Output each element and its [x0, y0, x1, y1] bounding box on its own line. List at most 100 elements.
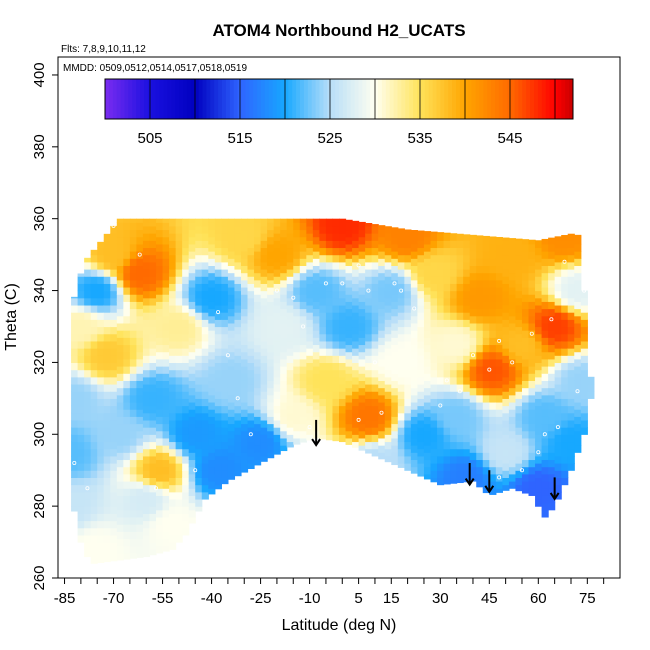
heatmap-cell — [495, 394, 503, 403]
heatmap-cell — [567, 369, 575, 378]
heatmap-cell — [384, 304, 392, 313]
heatmap-cell — [123, 459, 131, 468]
heatmap-cell — [142, 549, 151, 558]
heatmap-cell — [502, 340, 510, 349]
heatmap-cell — [358, 416, 366, 425]
heatmap-cell — [391, 445, 399, 453]
colorbar-swatch — [530, 79, 535, 119]
heatmap-cell — [397, 412, 405, 421]
heatmap-cell — [97, 340, 105, 349]
heatmap-cell — [397, 448, 405, 457]
heatmap-cell — [175, 398, 183, 407]
heatmap-cell — [456, 326, 464, 335]
heatmap-cell — [567, 297, 575, 306]
heatmap-cell — [142, 254, 151, 263]
heatmap-cell — [443, 290, 451, 299]
heatmap-cell — [371, 383, 379, 392]
heatmap-cell — [476, 437, 484, 446]
heatmap-cell — [574, 236, 582, 245]
heatmap-cell — [260, 441, 268, 450]
heatmap-cell — [332, 254, 340, 263]
heatmap-cell — [535, 240, 543, 249]
heatmap-cell — [227, 416, 236, 425]
heatmap-cell — [240, 409, 249, 417]
heatmap-cell — [476, 243, 484, 252]
heatmap-cell — [580, 326, 588, 335]
heatmap-cell — [384, 276, 392, 284]
heatmap-cell — [332, 405, 340, 414]
heatmap-cell — [528, 409, 536, 417]
heatmap-cell — [574, 258, 582, 266]
heatmap-cell — [410, 330, 419, 338]
heatmap-cell — [352, 304, 360, 313]
heatmap-cell — [273, 290, 281, 299]
heatmap-cell — [97, 241, 105, 249]
heatmap-cell — [195, 304, 203, 313]
heatmap-cell — [71, 405, 79, 414]
heatmap-cell — [123, 423, 131, 432]
heatmap-cell — [175, 448, 183, 457]
heatmap-cell — [149, 549, 157, 556]
heatmap-cell — [515, 484, 523, 492]
heatmap-cell — [495, 416, 503, 425]
heatmap-cell — [339, 247, 347, 256]
heatmap-cell — [476, 459, 484, 468]
heatmap-cell — [208, 251, 216, 259]
heatmap-cell — [142, 391, 151, 399]
heatmap-cell — [463, 261, 471, 270]
heatmap-cell — [410, 459, 419, 468]
heatmap-cell — [476, 394, 484, 403]
heatmap-cell — [319, 333, 327, 342]
heatmap-cell — [129, 258, 138, 266]
heatmap-cell — [156, 322, 164, 331]
colorbar-swatch — [124, 79, 129, 119]
heatmap-cell — [384, 268, 392, 277]
heatmap-cell — [535, 498, 543, 507]
heatmap-cell — [273, 419, 281, 428]
heatmap-cell — [149, 527, 157, 536]
heatmap-cell — [567, 254, 575, 263]
heatmap-cell — [561, 434, 569, 443]
heatmap-cell — [352, 233, 360, 241]
heatmap-cell — [188, 286, 196, 295]
heatmap-cell — [71, 376, 79, 385]
heatmap-cell — [214, 319, 222, 328]
heatmap-cell — [567, 290, 575, 299]
heatmap-cell — [136, 358, 144, 367]
heatmap-cell — [142, 470, 151, 478]
heatmap-cell — [521, 337, 530, 346]
heatmap-cell — [456, 340, 464, 349]
heatmap-cell — [149, 477, 157, 486]
heatmap-cell — [260, 218, 268, 227]
heatmap-cell — [234, 470, 242, 477]
colorbar-swatch — [140, 79, 145, 119]
heatmap-cell — [397, 463, 405, 468]
heatmap-cell — [162, 437, 170, 446]
heatmap-cell — [299, 322, 307, 331]
heatmap-cell — [208, 218, 216, 223]
heatmap-cell — [548, 294, 556, 302]
heatmap-cell — [352, 340, 360, 349]
heatmap-cell — [437, 398, 445, 407]
heatmap-cell — [208, 430, 216, 439]
heatmap-cell — [110, 434, 118, 443]
heatmap-cell — [267, 380, 275, 389]
heatmap-cell — [410, 272, 419, 281]
heatmap-cell — [508, 430, 517, 439]
heatmap-cell — [384, 247, 392, 256]
heatmap-cell — [371, 333, 379, 342]
heatmap-cell — [404, 463, 412, 471]
heatmap-cell — [535, 383, 543, 392]
heatmap-cell — [156, 337, 164, 346]
heatmap-cell — [286, 434, 294, 443]
heatmap-cell — [580, 340, 588, 349]
heatmap-cell — [463, 391, 471, 399]
heatmap-cell — [182, 319, 190, 328]
heatmap-cell — [286, 419, 294, 428]
heatmap-cell — [149, 434, 157, 443]
heatmap-cell — [423, 251, 432, 259]
heatmap-cell — [541, 366, 549, 374]
heatmap-cell — [267, 452, 275, 459]
heatmap-cell — [319, 362, 327, 371]
heatmap-cell — [410, 423, 419, 432]
